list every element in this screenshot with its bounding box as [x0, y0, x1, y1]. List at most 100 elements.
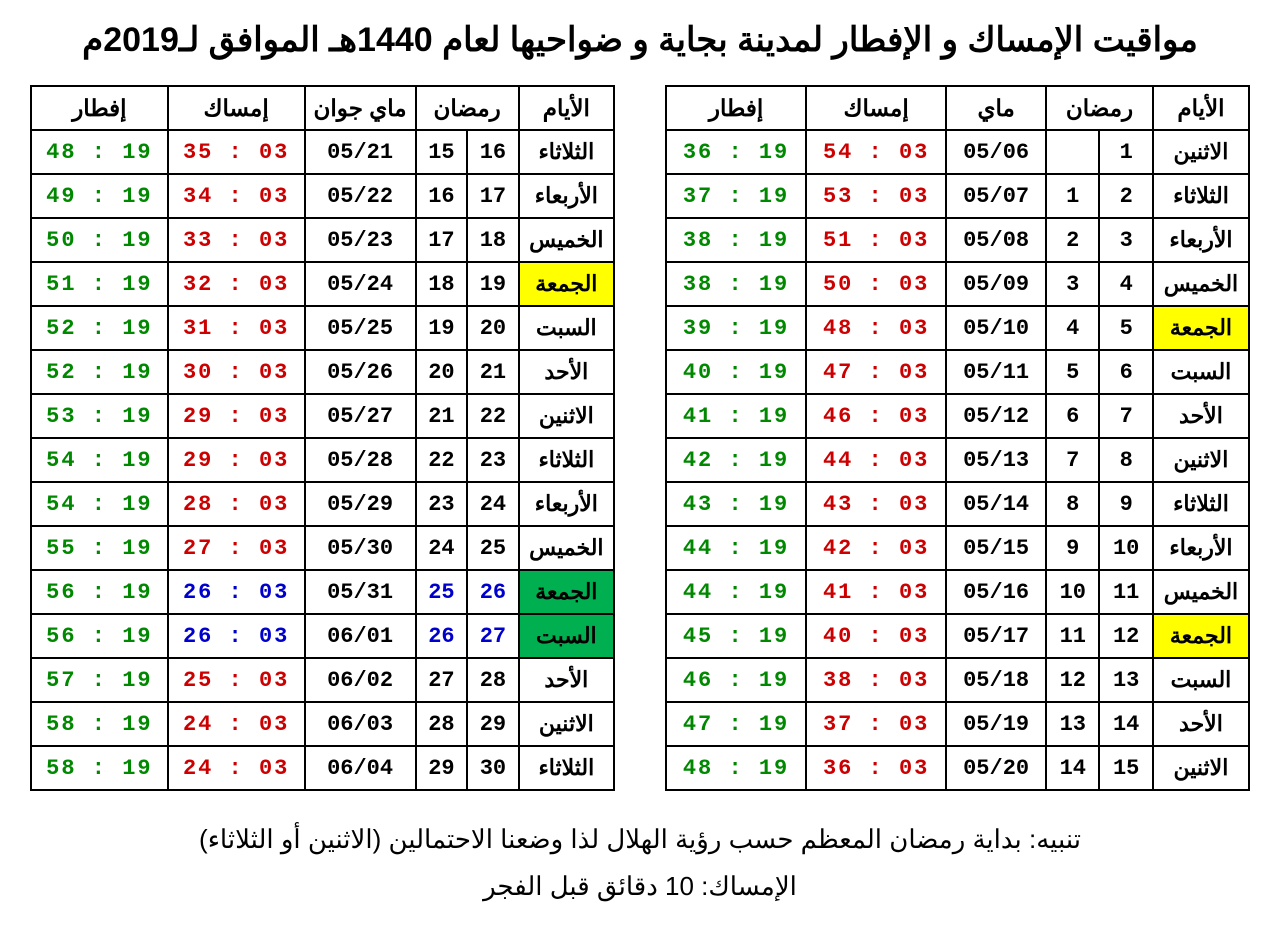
table-row: السبت201905/2503 : 3119 : 52 — [31, 306, 614, 350]
table-header-row: الأيام رمضان ماي إمساك إفطار — [666, 86, 1249, 130]
cell-imsak-time: 03 : 27 — [168, 526, 305, 570]
table-row: الخميس111005/1603 : 4119 : 44 — [666, 570, 1249, 614]
cell-imsak-time: 03 : 47 — [806, 350, 946, 394]
cell-iftar-time: 19 : 45 — [666, 614, 806, 658]
table-row: السبت131205/1803 : 3819 : 46 — [666, 658, 1249, 702]
cell-ramadan: 16 — [416, 174, 468, 218]
cell-day: الأحد — [1153, 394, 1249, 438]
cell-imsak-time: 03 : 37 — [806, 702, 946, 746]
table-row: الأربعاء171605/2203 : 3419 : 49 — [31, 174, 614, 218]
cell-ramadan-alt: 16 — [467, 130, 519, 174]
cell-ramadan-alt: 21 — [467, 350, 519, 394]
table-row: الخميس252405/3003 : 2719 : 55 — [31, 526, 614, 570]
cell-ramadan: 2 — [1046, 218, 1099, 262]
cell-ramadan: 8 — [1046, 482, 1099, 526]
cell-imsak-time: 03 : 40 — [806, 614, 946, 658]
cell-imsak-time: 03 : 24 — [168, 746, 305, 790]
cell-iftar-time: 19 : 44 — [666, 570, 806, 614]
cell-day: الأحد — [1153, 702, 1249, 746]
cell-iftar-time: 19 : 41 — [666, 394, 806, 438]
cell-day: السبت — [1153, 658, 1249, 702]
cell-day: الثلاثاء — [519, 130, 614, 174]
cell-imsak-time: 03 : 26 — [168, 614, 305, 658]
table-row: الجمعة262505/3103 : 2619 : 56 — [31, 570, 614, 614]
cell-gregorian-date: 05/22 — [305, 174, 416, 218]
cell-ramadan-alt: 2 — [1099, 174, 1152, 218]
cell-iftar-time: 19 : 36 — [666, 130, 806, 174]
cell-gregorian-date: 06/04 — [305, 746, 416, 790]
footer-line-2: الإمساك: 10 دقائق قبل الفجر — [30, 863, 1250, 910]
header-may: ماي — [946, 86, 1046, 130]
cell-iftar-time: 19 : 38 — [666, 218, 806, 262]
header-iftar: إفطار — [666, 86, 806, 130]
cell-iftar-time: 19 : 52 — [31, 306, 168, 350]
cell-ramadan: 25 — [416, 570, 468, 614]
cell-day: الجمعة — [519, 262, 614, 306]
cell-ramadan-alt: 26 — [467, 570, 519, 614]
cell-ramadan-alt: 30 — [467, 746, 519, 790]
table-row: الثلاثاء9805/1403 : 4319 : 43 — [666, 482, 1249, 526]
table-row: السبت6505/1103 : 4719 : 40 — [666, 350, 1249, 394]
cell-iftar-time: 19 : 42 — [666, 438, 806, 482]
table-row: الخميس4305/0903 : 5019 : 38 — [666, 262, 1249, 306]
cell-ramadan-alt: 6 — [1099, 350, 1152, 394]
cell-imsak-time: 03 : 35 — [168, 130, 305, 174]
table-row: الثلاثاء161505/2103 : 3519 : 48 — [31, 130, 614, 174]
cell-ramadan-alt: 4 — [1099, 262, 1152, 306]
cell-ramadan-alt: 23 — [467, 438, 519, 482]
cell-ramadan: 9 — [1046, 526, 1099, 570]
table-row: الثلاثاء302906/0403 : 2419 : 58 — [31, 746, 614, 790]
cell-imsak-time: 03 : 31 — [168, 306, 305, 350]
cell-imsak-time: 03 : 28 — [168, 482, 305, 526]
cell-ramadan: 13 — [1046, 702, 1099, 746]
cell-gregorian-date: 05/11 — [946, 350, 1046, 394]
cell-ramadan-alt: 19 — [467, 262, 519, 306]
cell-iftar-time: 19 : 46 — [666, 658, 806, 702]
cell-ramadan: 21 — [416, 394, 468, 438]
header-ramadan: رمضان — [1046, 86, 1153, 130]
cell-gregorian-date: 05/06 — [946, 130, 1046, 174]
cell-day: الثلاثاء — [519, 746, 614, 790]
cell-ramadan: 7 — [1046, 438, 1099, 482]
cell-gregorian-date: 05/20 — [946, 746, 1046, 790]
table-row: الأربعاء3205/0803 : 5119 : 38 — [666, 218, 1249, 262]
cell-imsak-time: 03 : 30 — [168, 350, 305, 394]
cell-ramadan-alt: 11 — [1099, 570, 1152, 614]
cell-ramadan-alt: 20 — [467, 306, 519, 350]
cell-gregorian-date: 05/08 — [946, 218, 1046, 262]
cell-ramadan: 10 — [1046, 570, 1099, 614]
cell-iftar-time: 19 : 49 — [31, 174, 168, 218]
cell-imsak-time: 03 : 34 — [168, 174, 305, 218]
cell-ramadan-alt: 7 — [1099, 394, 1152, 438]
table-row: الأحد141305/1903 : 3719 : 47 — [666, 702, 1249, 746]
cell-ramadan: 23 — [416, 482, 468, 526]
cell-gregorian-date: 05/18 — [946, 658, 1046, 702]
footer-line-1: تنبيه: بداية رمضان المعظم حسب رؤية الهلا… — [30, 816, 1250, 863]
cell-imsak-time: 03 : 25 — [168, 658, 305, 702]
prayer-table-second-half: الأيام رمضان ماي جوان إمساك إفطار الثلاث… — [30, 85, 615, 791]
cell-iftar-time: 19 : 57 — [31, 658, 168, 702]
table-header-row: الأيام رمضان ماي جوان إمساك إفطار — [31, 86, 614, 130]
cell-gregorian-date: 05/31 — [305, 570, 416, 614]
header-ramadan: رمضان — [416, 86, 519, 130]
cell-ramadan-alt: 22 — [467, 394, 519, 438]
cell-ramadan: 11 — [1046, 614, 1099, 658]
cell-imsak-time: 03 : 26 — [168, 570, 305, 614]
cell-iftar-time: 19 : 54 — [31, 482, 168, 526]
cell-ramadan: 5 — [1046, 350, 1099, 394]
cell-gregorian-date: 06/03 — [305, 702, 416, 746]
table-row: الثلاثاء232205/2803 : 2919 : 54 — [31, 438, 614, 482]
cell-day: الاثنين — [1153, 438, 1249, 482]
cell-day: الثلاثاء — [1153, 482, 1249, 526]
cell-iftar-time: 19 : 39 — [666, 306, 806, 350]
cell-day: الخميس — [1153, 262, 1249, 306]
cell-gregorian-date: 05/28 — [305, 438, 416, 482]
cell-ramadan: 18 — [416, 262, 468, 306]
table-row: الجمعة5405/1003 : 4819 : 39 — [666, 306, 1249, 350]
cell-gregorian-date: 05/13 — [946, 438, 1046, 482]
cell-imsak-time: 03 : 38 — [806, 658, 946, 702]
cell-ramadan-alt: 5 — [1099, 306, 1152, 350]
header-imsak: إمساك — [168, 86, 305, 130]
table-row: الأحد212005/2603 : 3019 : 52 — [31, 350, 614, 394]
cell-iftar-time: 19 : 50 — [31, 218, 168, 262]
